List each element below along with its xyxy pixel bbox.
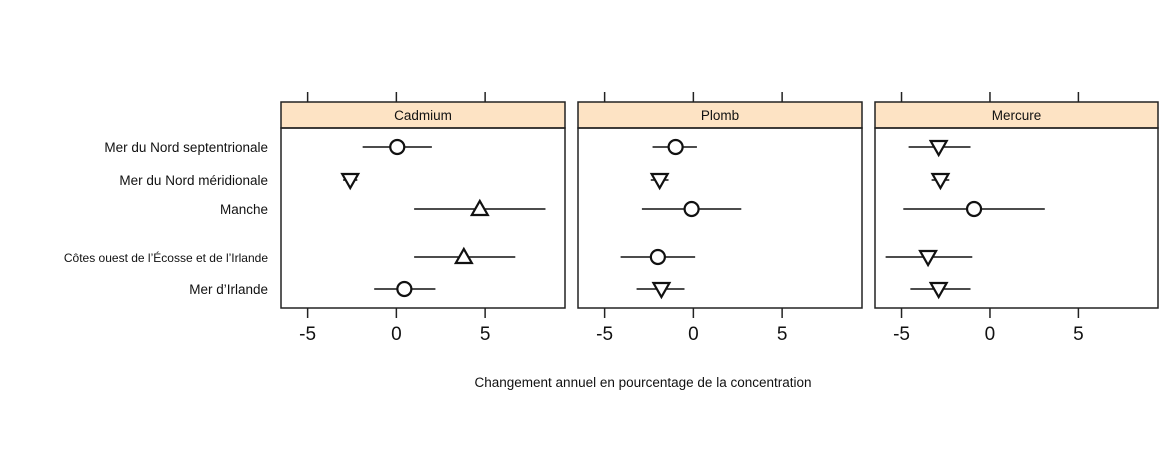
panel-title: Plomb bbox=[701, 108, 739, 123]
category-label: Manche bbox=[220, 202, 268, 217]
x-axis-label: Changement annuel en pourcentage de la c… bbox=[475, 375, 812, 390]
x-tick-label: 5 bbox=[777, 324, 788, 345]
point-circle bbox=[667, 138, 684, 156]
category-label: Mer du Nord septentrionale bbox=[104, 140, 268, 155]
x-tick-label: -5 bbox=[299, 324, 316, 345]
point-triangle-down bbox=[340, 172, 361, 191]
panel-strip bbox=[280, 101, 566, 129]
panel-frame bbox=[874, 127, 1159, 309]
x-tick-label: 5 bbox=[480, 324, 491, 345]
category-label: Mer d’Irlande bbox=[189, 282, 268, 297]
point-circle bbox=[649, 248, 666, 266]
point-circle bbox=[683, 200, 700, 218]
point-triangle-down bbox=[649, 172, 670, 191]
point-circle bbox=[396, 280, 413, 298]
x-tick-label: 0 bbox=[688, 324, 699, 345]
point-triangle-down bbox=[651, 281, 672, 300]
point-triangle-down bbox=[918, 249, 938, 268]
point-triangle-down bbox=[928, 281, 949, 300]
panel-frame bbox=[577, 127, 863, 309]
point-triangle-up bbox=[469, 198, 490, 217]
x-tick-label: -5 bbox=[893, 324, 910, 345]
point-circle bbox=[965, 200, 983, 218]
panel-frame bbox=[280, 127, 566, 309]
x-tick-label: -5 bbox=[596, 324, 613, 345]
panel-title: Cadmium bbox=[394, 108, 452, 123]
point-triangle-down bbox=[930, 172, 951, 191]
x-tick-label: 0 bbox=[985, 324, 996, 345]
category-label: Mer du Nord méridionale bbox=[119, 173, 268, 188]
point-circle bbox=[389, 138, 406, 156]
x-tick-label: 5 bbox=[1073, 324, 1084, 345]
panel-strip bbox=[577, 101, 863, 129]
point-triangle-down bbox=[928, 139, 949, 158]
panel-title: Mercure bbox=[992, 108, 1042, 123]
x-tick-label: 0 bbox=[391, 324, 402, 345]
point-triangle-up bbox=[453, 246, 474, 265]
category-label: Côtes ouest de l’Écosse et de l’Irlande bbox=[64, 250, 268, 265]
